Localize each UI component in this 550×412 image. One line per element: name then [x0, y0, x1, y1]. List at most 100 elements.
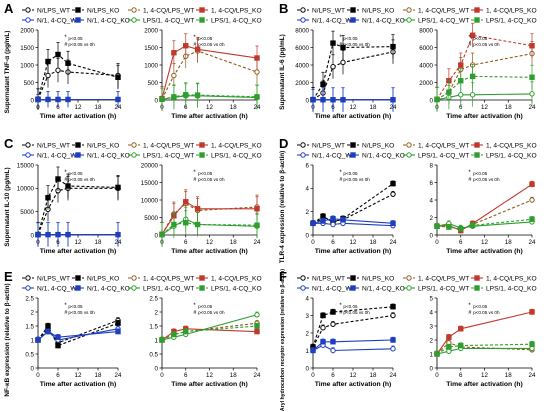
sig-note: p<0.05: [473, 36, 488, 41]
data-point-N_LPS_WT: [45, 72, 51, 79]
sig-marker: *: [193, 170, 196, 176]
sig-note: p<0.05 vs 0h: [343, 310, 370, 315]
y-tick-label: 2: [155, 309, 159, 316]
y-tick-label: 2000: [144, 27, 158, 34]
data-point-N_CQ_KO: [320, 339, 326, 345]
y-tick-label: 1: [430, 351, 434, 358]
series-line-LPS_CQ_WT: [161, 314, 258, 341]
y-tick-label: 20000: [141, 162, 159, 169]
data-point-N_CQ_WT: [390, 346, 396, 352]
legend-marker-N_CQ_WT: [25, 17, 31, 23]
data-point-LPS_CQ_KO: [171, 331, 177, 338]
data-point-LPS_CQ_KO: [469, 222, 476, 229]
legend-marker-CQ_LPS_KO: [199, 7, 205, 13]
y-tick-label: 1500: [20, 45, 34, 52]
legend-label-N_CQ_WT: N/1, 4-CQ_WT: [37, 152, 81, 159]
x-tick-label: 12: [75, 239, 82, 246]
y-tick-label: 0: [155, 97, 159, 104]
legend-marker-CQ_LPS_WT: [406, 275, 412, 281]
legend-label-LPS_CQ_WT: LPS/1, 4-CQ_WT: [143, 285, 194, 292]
legend-label-CQ_LPS_WT: 1, 4-CQ/LPS_WT: [418, 7, 469, 14]
data-point-N_CQ_KO: [45, 231, 51, 238]
legend-marker-N_LPS_KO: [350, 7, 356, 13]
data-point-N_CQ_KO: [390, 337, 396, 343]
data-point-N_CQ_WT: [330, 347, 336, 354]
legend-label-N_CQ_KO: N/1, 4-CQ_KO: [362, 152, 405, 159]
x-tick-label: 12: [350, 239, 357, 246]
legend-marker-CQ_LPS_KO: [474, 7, 480, 13]
data-point-CQ_LPS_KO: [446, 334, 452, 340]
x-tick-label: 0: [435, 239, 439, 246]
data-point-N_LPS_WT: [320, 325, 326, 331]
legend-marker-N_LPS_WT: [300, 142, 306, 148]
data-point-N_LPS_KO: [115, 320, 121, 326]
x-tick-label: 12: [206, 372, 213, 379]
data-point-N_CQ_KO: [55, 334, 61, 340]
legend-marker-CQ_LPS_KO: [199, 142, 205, 148]
series-line-N_CQ_KO: [312, 339, 394, 351]
data-point-CQ_LPS_KO: [183, 199, 189, 205]
legend-label-N_LPS_KO: N/LPS_KO: [362, 7, 394, 14]
sig-marker: #: [64, 310, 68, 316]
legend-marker-LPS_CQ_KO: [199, 17, 205, 23]
data-point-LPS_CQ_KO: [171, 221, 177, 228]
legend-marker-N_CQ_WT: [300, 152, 306, 158]
y-tick-label: 1500: [144, 45, 158, 52]
x-tick-label: 24: [390, 239, 397, 246]
y-tick-label: 500: [24, 80, 35, 87]
data-point-CQ_LPS_KO: [529, 181, 535, 187]
legend-marker-N_CQ_KO: [75, 152, 81, 158]
legend-label-LPS_CQ_WT: LPS/1, 4-CQ_WT: [418, 152, 469, 159]
data-point-N_LPS_KO: [115, 74, 121, 80]
data-point-N_LPS_WT: [55, 67, 61, 73]
data-point-N_LPS_KO: [45, 323, 51, 329]
legend-marker-LPS_CQ_KO: [199, 152, 205, 158]
x-tick-label: 18: [505, 104, 512, 111]
panel-letter: C: [4, 136, 14, 151]
sig-note: p<0.05 vs 0h: [198, 310, 225, 315]
data-point-N_LPS_KO: [115, 184, 121, 191]
x-tick-label: 18: [95, 372, 102, 379]
x-tick-label: 12: [206, 239, 213, 246]
sig-note: p<0.05: [198, 171, 213, 176]
data-point-LPS_CQ_KO: [434, 223, 440, 229]
legend-label-LPS_CQ_KO: LPS/1, 4-CQ_KO: [211, 152, 262, 159]
sig-marker: #: [193, 310, 197, 316]
data-point-LPS_CQ_KO: [194, 221, 201, 228]
y-tick-label: 0: [430, 97, 434, 104]
x-tick-label: 24: [115, 372, 122, 379]
y-tick-label: 0: [306, 365, 310, 372]
x-axis-label: Time after activation (h): [315, 381, 392, 388]
sig-note: p<0.05 vs 0h: [473, 310, 500, 315]
sig-marker: #: [468, 177, 472, 183]
sig-marker: #: [339, 310, 343, 316]
sig-marker: #: [64, 177, 68, 183]
y-tick-label: 3: [306, 313, 310, 320]
x-tick-label: 12: [350, 104, 357, 111]
series-line-N_LPS_KO: [312, 306, 394, 348]
x-tick-label: 18: [230, 239, 237, 246]
y-tick-label: 6000: [295, 45, 309, 52]
x-axis-label: Time after activation (h): [171, 113, 248, 120]
sig-marker: *: [193, 35, 196, 41]
y-tick-label: 10000: [141, 197, 159, 204]
legend-label-LPS_CQ_KO: LPS/1, 4-CQ_KO: [211, 17, 262, 24]
data-point-N_CQ_KO: [115, 328, 121, 335]
legend-label-CQ_LPS_WT: 1, 4-CQ/LPS_WT: [418, 275, 469, 282]
data-point-N_LPS_WT: [330, 321, 336, 327]
data-point-N_LPS_KO: [55, 51, 61, 58]
data-point-LPS_CQ_KO: [171, 94, 177, 100]
data-point-N_CQ_KO: [310, 347, 316, 354]
data-point-LPS_CQ_KO: [159, 231, 165, 238]
data-point-LPS_CQ_KO: [529, 341, 535, 347]
legend-label-N_CQ_WT: N/1, 4-CQ_WT: [312, 285, 356, 292]
legend-label-N_CQ_KO: N/1, 4-CQ_KO: [362, 17, 405, 24]
legend-label-N_CQ_KO: N/1, 4-CQ_KO: [362, 285, 405, 292]
legend-marker-N_LPS_WT: [300, 275, 306, 281]
sig-note: p<0.05: [198, 304, 213, 309]
data-point-N_CQ_KO: [390, 220, 396, 227]
x-tick-label: 6: [459, 104, 463, 111]
sig-marker: *: [339, 35, 342, 41]
panel-E: E N/LPS_WT N/LPS_KO N/1, 4-CQ_WT N/1, 4-CQ_K…: [4, 269, 262, 397]
data-point-CQ_LPS_KO: [194, 46, 201, 52]
